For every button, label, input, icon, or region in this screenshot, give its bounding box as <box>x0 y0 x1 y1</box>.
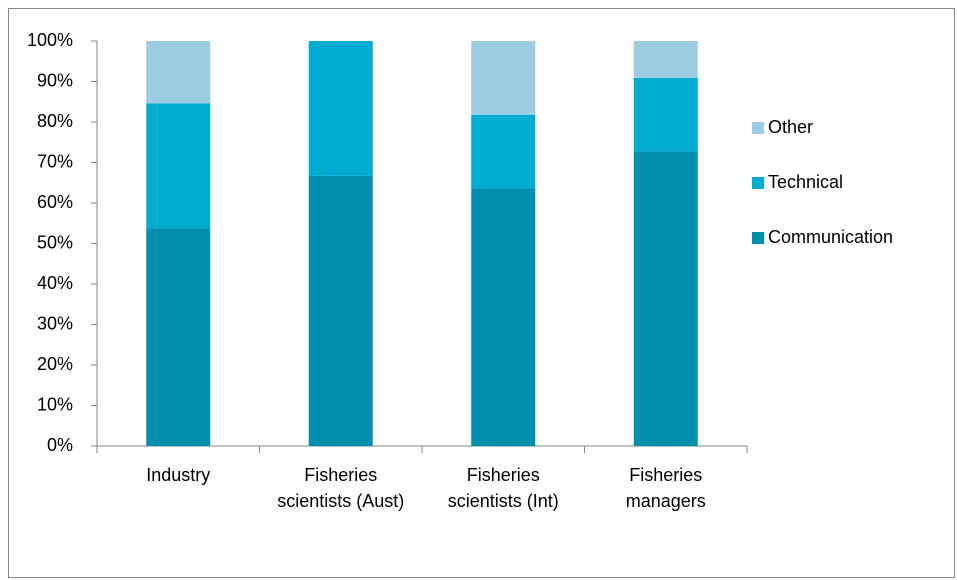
bar-segment <box>471 114 536 189</box>
x-tick-label: Fisheries scientists (Aust) <box>277 465 405 511</box>
y-tick-label: 40% <box>37 273 73 293</box>
legend-label: Communication <box>768 227 893 247</box>
x-tick-label: Fisheries scientists (Int) <box>447 465 559 511</box>
y-tick-label: 10% <box>37 394 73 414</box>
bar-segment <box>633 151 698 446</box>
y-tick-label: 100% <box>27 30 73 50</box>
bar-segment <box>633 77 698 152</box>
y-tick-label: 70% <box>37 151 73 171</box>
y-tick-label: 60% <box>37 192 73 212</box>
bar-segment <box>308 41 373 176</box>
legend-swatch <box>752 177 764 189</box>
y-tick-label: 80% <box>37 111 73 131</box>
legend-label: Technical <box>768 172 843 192</box>
bar-segment <box>471 41 536 115</box>
legend-swatch <box>752 232 764 244</box>
legend-swatch <box>752 122 764 134</box>
y-tick-label: 30% <box>37 313 73 333</box>
bar-segment <box>146 103 211 229</box>
bar-segment <box>146 228 211 446</box>
bar-segment <box>308 175 373 447</box>
y-tick-label: 90% <box>37 70 73 90</box>
bar-segment <box>471 188 536 447</box>
y-tick-label: 0% <box>47 435 73 455</box>
y-tick-label: 20% <box>37 354 73 374</box>
legend-label: Other <box>768 117 813 137</box>
bar-segment <box>146 41 211 104</box>
x-tick-label: Industry <box>146 465 211 485</box>
y-tick-label: 50% <box>37 232 73 252</box>
bar-segment <box>633 41 698 78</box>
x-tick-label: Fisheries managers <box>625 465 706 511</box>
